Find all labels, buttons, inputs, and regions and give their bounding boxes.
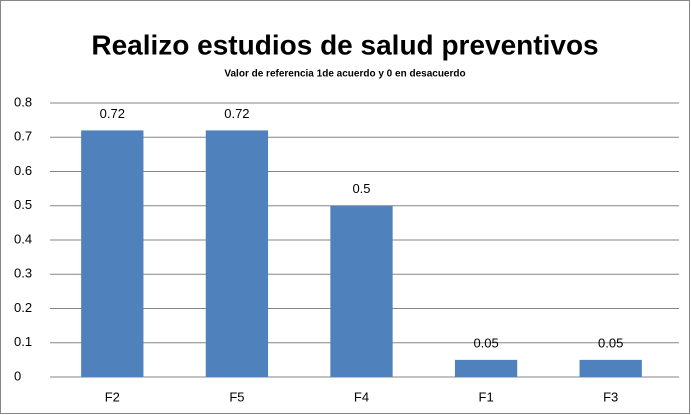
- data-label: 0.72: [100, 106, 125, 121]
- y-tick-label: 0: [14, 368, 21, 383]
- bar: [81, 130, 144, 377]
- bar: [205, 130, 269, 377]
- x-tick-label: F1: [479, 389, 494, 404]
- bar: [330, 205, 393, 377]
- data-label: 0.72: [224, 106, 249, 121]
- bar: [454, 359, 518, 377]
- y-tick-label: 0.1: [14, 334, 32, 349]
- bar: [579, 359, 642, 377]
- data-label: 0.5: [352, 181, 370, 196]
- y-tick-label: 0.2: [14, 300, 32, 315]
- y-tick-label: 0.3: [14, 266, 32, 281]
- y-tick-label: 0.8: [14, 94, 32, 109]
- chart-subtitle: Valor de referencia 1de acuerdo y 0 en d…: [224, 69, 465, 80]
- x-tick-label: F2: [105, 389, 120, 404]
- y-tick-label: 0.4: [14, 231, 32, 246]
- data-label: 0.05: [598, 335, 623, 350]
- x-tick-label: F4: [354, 389, 369, 404]
- x-tick-label: F5: [229, 389, 244, 404]
- y-tick-label: 0.6: [14, 163, 32, 178]
- data-label: 0.05: [473, 335, 498, 350]
- y-tick-label: 0.7: [14, 129, 32, 144]
- y-tick-label: 0.5: [14, 197, 32, 212]
- x-tick-label: F3: [603, 389, 618, 404]
- chart-title: Realizo estudios de salud preventivos: [91, 29, 598, 60]
